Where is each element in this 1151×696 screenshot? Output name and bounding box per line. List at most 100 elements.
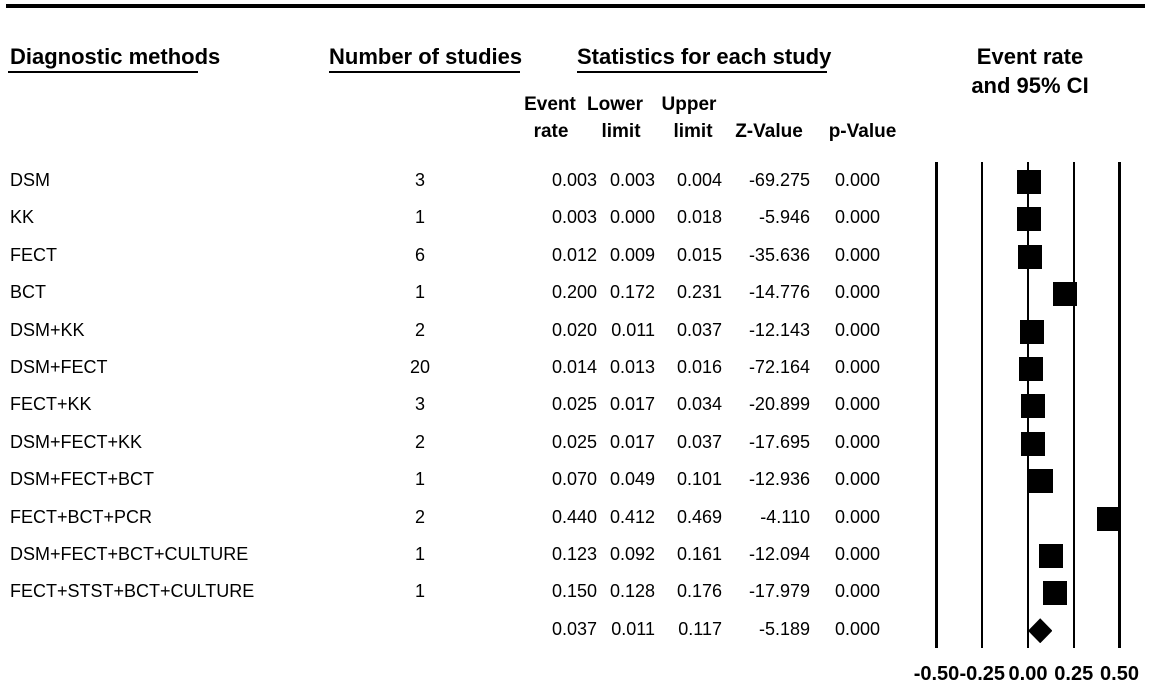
- cell-event-rate: 0.020: [551, 319, 597, 340]
- plot-gridline: [1072, 162, 1075, 648]
- cell-lower-limit: 0.017: [609, 394, 655, 415]
- cell-upper-limit: 0.161: [676, 544, 722, 564]
- cell-method: FECT: [10, 244, 57, 265]
- event-rate-marker: [1020, 431, 1045, 456]
- cell-upper-limit: 0.231: [676, 282, 722, 303]
- cell-p-value: 0.000: [834, 207, 880, 228]
- axis-tick-label: 0.00: [1008, 663, 1048, 685]
- cell-event-rate: 0.440: [551, 506, 597, 527]
- cell-lower-limit: 0.049: [609, 469, 655, 490]
- cell-p-value: 0.000: [834, 506, 880, 527]
- cell-lower-limit: 0.011: [611, 618, 655, 639]
- subheader-lower-line2: limit: [601, 121, 641, 142]
- event-rate-marker: [1018, 244, 1043, 269]
- underline-statistics-group: [577, 71, 827, 73]
- cell-z-value: -4.110: [760, 506, 810, 527]
- cell-upper-limit: 0.018: [676, 207, 722, 228]
- cell-method: DSM+FECT+BCT+CULTURE: [10, 544, 249, 564]
- column-header-event-rate-ci-line1: Event rate: [976, 44, 1084, 69]
- cell-z-value: -14.776: [748, 282, 810, 303]
- axis-tick-label: -0.50: [913, 663, 960, 685]
- cell-event-rate: 0.123: [551, 544, 597, 564]
- event-rate-marker: [1028, 469, 1053, 494]
- table-row: DSM+FECT 20 0.014 0.013 0.016 -72.164 0.000: [0, 357, 920, 383]
- cell-upper-limit: 0.037: [676, 319, 722, 340]
- cell-p-value: 0.000: [834, 319, 880, 340]
- event-rate-marker: [1016, 207, 1041, 232]
- cell-n-studies: 3: [414, 170, 425, 190]
- cell-n-studies: 2: [414, 506, 425, 527]
- axis-tick-label: -0.25: [959, 663, 1006, 685]
- cell-p-value: 0.000: [834, 469, 880, 490]
- event-rate-marker: [1018, 357, 1043, 381]
- cell-method: BCT: [10, 282, 46, 303]
- cell-n-studies: 2: [414, 319, 425, 340]
- cell-method: FECT+BCT+PCR: [10, 506, 153, 527]
- cell-p-value: 0.000: [834, 244, 880, 265]
- cell-event-rate: 0.025: [551, 431, 597, 452]
- cell-z-value: -5.946: [758, 207, 810, 228]
- cell-p-value: 0.000: [834, 618, 880, 639]
- cell-z-value: -12.936: [748, 469, 810, 490]
- cell-lower-limit: 0.009: [609, 244, 655, 265]
- event-rate-marker: [1020, 394, 1045, 419]
- cell-method: FECT+STST+BCT+CULTURE: [10, 581, 255, 602]
- cell-n-studies: 1: [414, 544, 425, 564]
- cell-method: FECT+KK: [10, 394, 92, 415]
- table-row: KK 1 0.003 0.000 0.018 -5.946 0.000: [0, 207, 920, 233]
- table-row: FECT+STST+BCT+CULTURE 1 0.150 0.128 0.176 -17…: [0, 581, 920, 607]
- column-header-event-rate-ci-line2: and 95% CI: [971, 73, 1089, 98]
- cell-n-studies: 2: [414, 431, 425, 452]
- table-row: DSM+FECT+BCT+CULTURE 1 0.123 0.092 0.161 -12.…: [0, 544, 920, 570]
- cell-n-studies: 3: [414, 394, 425, 415]
- cell-upper-limit: 0.037: [676, 431, 722, 452]
- event-rate-marker: [1043, 581, 1068, 606]
- cell-lower-limit: 0.128: [609, 581, 655, 602]
- cell-method: DSM+FECT+KK: [10, 431, 143, 452]
- table-row: DSM+FECT+BCT 1 0.070 0.049 0.101 -12.936 0.000: [0, 469, 920, 495]
- summary-row: 0.037 0.011 0.117 -5.189 0.000: [0, 619, 920, 645]
- cell-z-value: -72.164: [748, 357, 810, 377]
- cell-z-value: -17.695: [748, 431, 810, 452]
- cell-upper-limit: 0.101: [676, 469, 722, 490]
- cell-upper-limit: 0.469: [676, 506, 722, 527]
- table-row: DSM+KK 2 0.020 0.011 0.037 -12.143 0.000: [0, 320, 920, 346]
- cell-z-value: -5.189: [758, 618, 810, 639]
- underline-number-of-studies: [329, 71, 520, 73]
- cell-method: DSM+FECT: [10, 357, 108, 377]
- event-rate-marker: [1052, 282, 1077, 307]
- cell-p-value: 0.000: [834, 544, 880, 564]
- plot-gridline: [935, 162, 938, 648]
- cell-event-rate: 0.012: [551, 244, 597, 265]
- cell-p-value: 0.000: [834, 394, 880, 415]
- cell-lower-limit: 0.017: [609, 431, 655, 452]
- column-header-number-of-studies: Number of studies: [329, 44, 523, 69]
- table-row: FECT+KK 3 0.025 0.017 0.034 -20.899 0.000: [0, 394, 920, 420]
- top-rule: [6, 4, 1145, 8]
- cell-n-studies: 6: [414, 244, 425, 265]
- cell-p-value: 0.000: [834, 357, 880, 377]
- subheader-lower-line1: Lower: [587, 94, 643, 115]
- table-row: DSM 3 0.003 0.003 0.004 -69.275 0.000: [0, 170, 920, 196]
- cell-lower-limit: 0.172: [609, 282, 655, 303]
- cell-event-rate: 0.025: [551, 394, 597, 415]
- cell-n-studies: 1: [414, 581, 425, 602]
- statistics-table: DSM 3 0.003 0.003 0.004 -69.275 0.000 KK 1 0.003 0…: [0, 170, 920, 645]
- cell-method: DSM+KK: [10, 319, 85, 340]
- cell-n-studies: 1: [414, 282, 425, 303]
- cell-lower-limit: 0.013: [609, 357, 655, 377]
- event-rate-marker: [1019, 319, 1044, 344]
- cell-method: KK: [10, 207, 35, 228]
- plot-gridline: [1118, 162, 1121, 648]
- cell-z-value: -69.275: [748, 170, 810, 190]
- cell-lower-limit: 0.412: [609, 506, 655, 527]
- plot-gridline: [981, 162, 984, 648]
- cell-upper-limit: 0.004: [676, 170, 722, 190]
- cell-event-rate: 0.014: [551, 357, 597, 377]
- cell-upper-limit: 0.176: [676, 581, 722, 602]
- cell-event-rate: 0.003: [551, 170, 597, 190]
- table-row: FECT+BCT+PCR 2 0.440 0.412 0.469 -4.110 0.000: [0, 507, 920, 533]
- cell-method: DSM+FECT+BCT: [10, 469, 155, 490]
- summary-diamond: [1028, 618, 1053, 644]
